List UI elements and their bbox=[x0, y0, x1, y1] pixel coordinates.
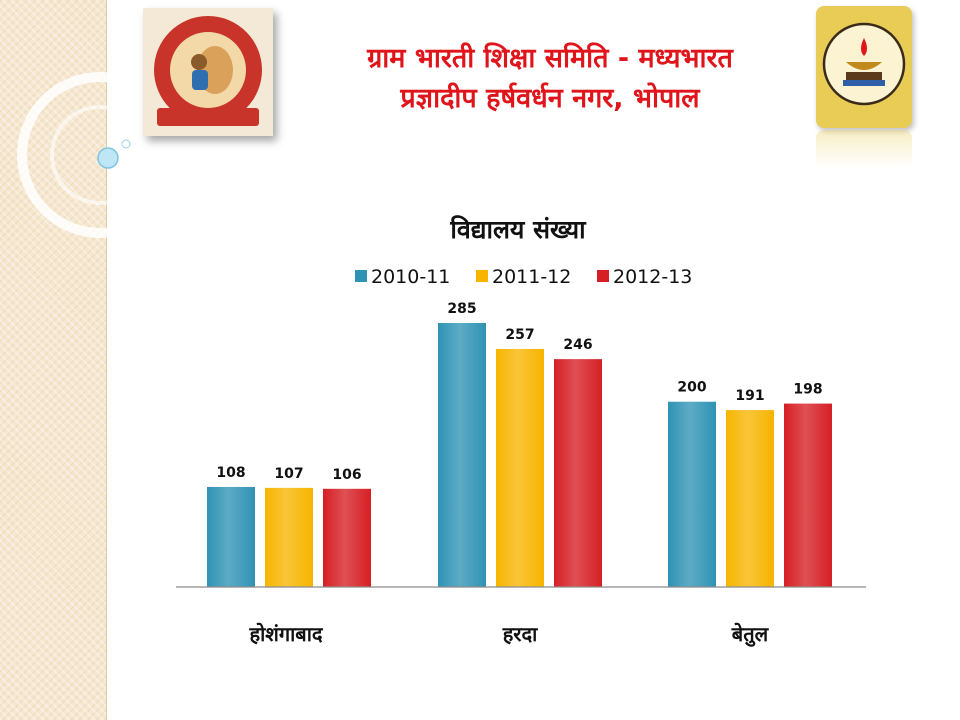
bar-2010-11-0 bbox=[207, 486, 255, 587]
category-labels: होशंगाबाद हरदा बेतुल bbox=[248, 622, 769, 647]
deco-bubble bbox=[97, 147, 119, 169]
legend-swatch-2012-13 bbox=[597, 270, 609, 282]
header-subtitle: प्रज्ञादीप हर्षवर्धन नगर, भोपाल bbox=[400, 83, 700, 114]
legend-label-2010-11: 2010-11 bbox=[371, 266, 450, 288]
legend-swatch-2011-12 bbox=[476, 270, 488, 282]
saraswati-emblem-icon bbox=[154, 16, 262, 126]
data-label-2010-11-1: 285 bbox=[447, 301, 476, 317]
category-label-0: होशंगाबाद bbox=[248, 622, 323, 646]
legend-label-2012-13: 2012-13 bbox=[613, 266, 692, 288]
bar-2012-13-0 bbox=[323, 488, 371, 587]
legend-label-2011-12: 2011-12 bbox=[492, 266, 571, 288]
decorative-side-band bbox=[0, 0, 107, 720]
data-label-2011-12-0: 107 bbox=[274, 466, 303, 482]
bar-2010-11-2 bbox=[668, 401, 716, 587]
data-label-2012-13-0: 106 bbox=[332, 467, 361, 483]
deco-ring-large bbox=[17, 72, 183, 238]
chart-legend: 2010-11 2011-12 2012-13 bbox=[355, 266, 692, 288]
data-label-2010-11-0: 108 bbox=[216, 465, 245, 481]
bars: 108 107 106 285 257 246 200 191 198 bbox=[207, 301, 832, 587]
data-label-2010-11-2: 200 bbox=[677, 380, 706, 396]
data-label-2012-13-2: 198 bbox=[793, 382, 822, 398]
right-logo bbox=[816, 6, 912, 128]
bar-2012-13-1 bbox=[554, 359, 602, 587]
deco-ring-small bbox=[50, 105, 150, 205]
data-label-2011-12-1: 257 bbox=[505, 327, 534, 343]
data-label-2011-12-2: 191 bbox=[735, 388, 764, 404]
category-label-2: बेतुल bbox=[731, 622, 770, 647]
decorative-circles bbox=[17, 72, 183, 238]
bar-2010-11-1 bbox=[438, 323, 486, 587]
right-logo-reflection bbox=[816, 130, 912, 168]
category-label-1: हरदा bbox=[502, 622, 538, 646]
header-title: ग्राम भारती शिक्षा समिति - मध्यभारत bbox=[367, 43, 733, 74]
chart-title: विद्यालय संख्या bbox=[449, 215, 587, 244]
bar-2011-12-0 bbox=[265, 487, 313, 587]
bar-2011-12-1 bbox=[496, 348, 544, 587]
left-logo bbox=[143, 8, 273, 136]
legend-swatch-2010-11 bbox=[355, 270, 367, 282]
bar-2011-12-2 bbox=[726, 410, 774, 587]
bar-2012-13-2 bbox=[784, 403, 832, 587]
data-label-2012-13-1: 246 bbox=[563, 337, 592, 353]
vidya-bharati-lamp-icon bbox=[822, 22, 906, 106]
deco-bubble-small bbox=[121, 139, 131, 149]
